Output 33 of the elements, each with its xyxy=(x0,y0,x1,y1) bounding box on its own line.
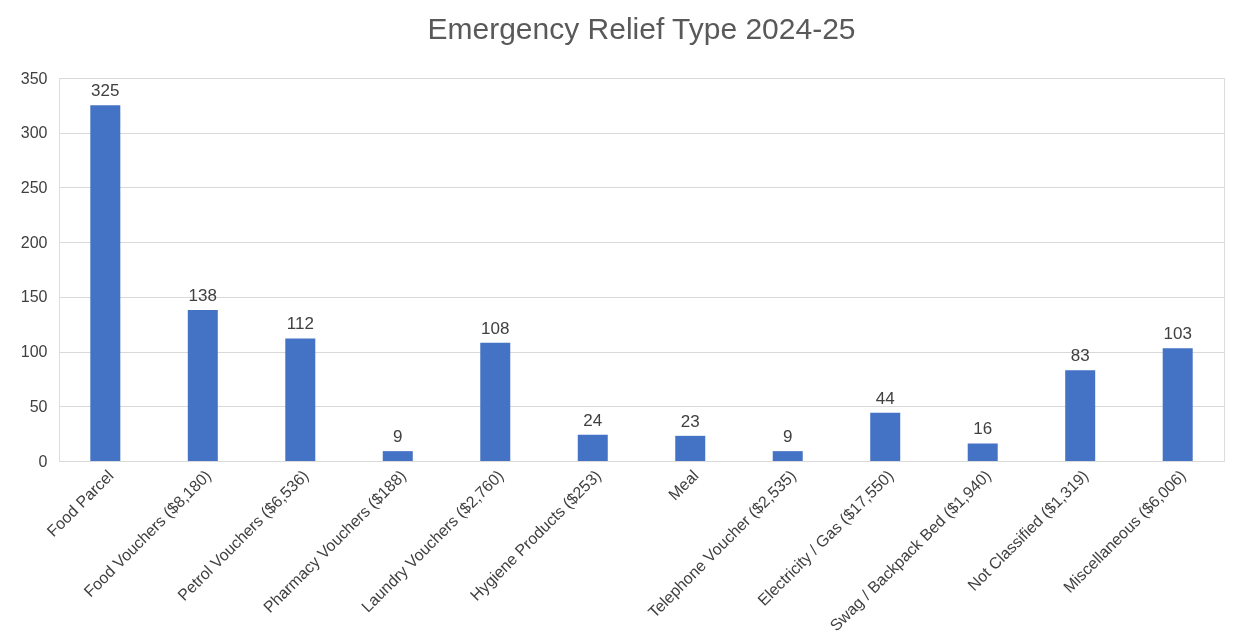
data-label: 44 xyxy=(875,388,895,408)
data-label: 23 xyxy=(680,411,700,431)
bar xyxy=(90,105,121,461)
y-tick-label: 0 xyxy=(38,452,48,470)
y-tick-label: 200 xyxy=(20,233,48,251)
data-label: 9 xyxy=(393,427,403,447)
y-tick-label: 300 xyxy=(20,124,48,142)
chart-title: Emergency Relief Type 2024-25 xyxy=(427,12,856,45)
y-tick-label: 50 xyxy=(29,397,48,415)
data-label: 9 xyxy=(783,427,793,447)
data-label: 112 xyxy=(286,314,314,334)
y-tick-label: 100 xyxy=(20,343,48,361)
bar xyxy=(285,338,316,461)
data-label: 16 xyxy=(973,419,993,439)
bar xyxy=(187,309,218,461)
data-label: 24 xyxy=(583,410,603,430)
bar xyxy=(772,451,803,461)
y-tick-label: 350 xyxy=(20,69,48,87)
data-label: 108 xyxy=(481,318,510,338)
data-label: 138 xyxy=(188,285,217,305)
bar xyxy=(1065,370,1096,461)
bar xyxy=(382,451,413,461)
data-label: 83 xyxy=(1070,346,1090,366)
bar xyxy=(1162,348,1193,461)
bar xyxy=(675,435,706,461)
bar xyxy=(967,443,998,461)
bar xyxy=(480,342,511,461)
data-label: 325 xyxy=(91,81,120,101)
bar xyxy=(577,434,608,461)
data-label: 103 xyxy=(1163,324,1192,344)
y-tick-label: 250 xyxy=(20,178,48,196)
bar xyxy=(870,412,901,461)
y-tick-label: 150 xyxy=(20,288,48,306)
